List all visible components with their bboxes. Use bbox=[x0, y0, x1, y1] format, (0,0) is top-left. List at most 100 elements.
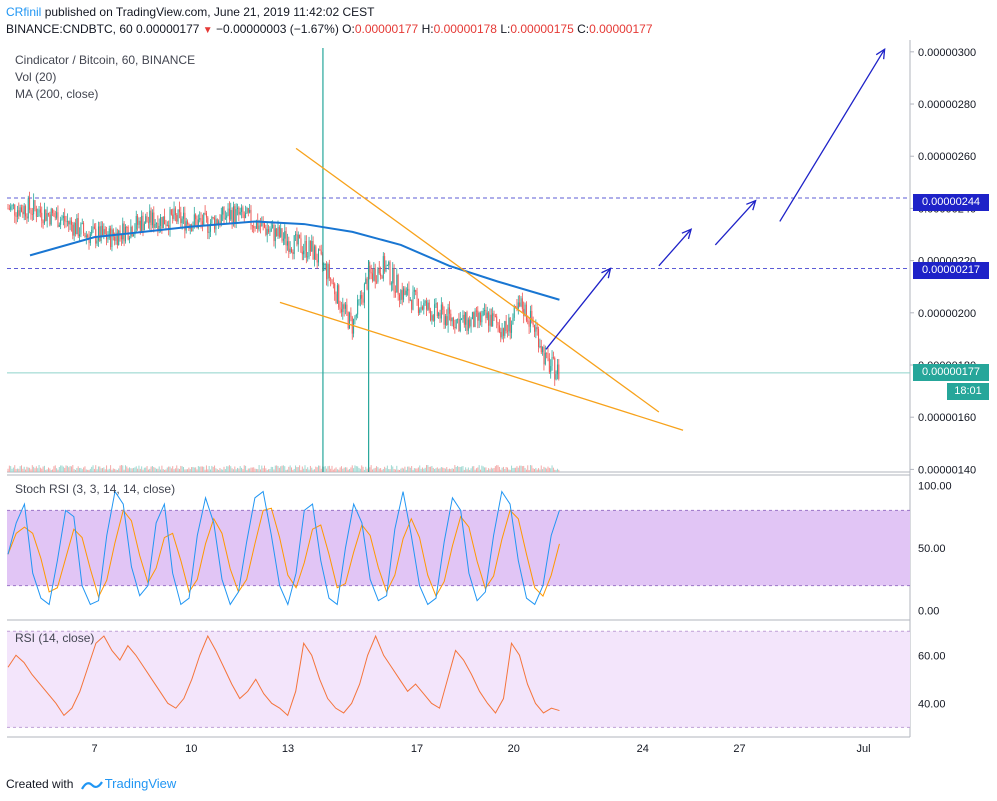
y-tick-label: 0.00000300 bbox=[918, 47, 976, 59]
candle-body bbox=[45, 209, 47, 221]
volume-bar bbox=[521, 466, 523, 472]
volume-bar bbox=[311, 467, 313, 472]
volume-bar bbox=[308, 469, 310, 472]
candle-body bbox=[210, 223, 211, 232]
candle-body bbox=[35, 208, 37, 217]
candle-body bbox=[226, 215, 228, 218]
candle-body bbox=[192, 225, 194, 232]
candle-body bbox=[254, 227, 256, 229]
tradingview-logo-icon bbox=[80, 781, 103, 790]
candle-body bbox=[80, 223, 82, 235]
volume-bar bbox=[320, 468, 322, 472]
volume-bar bbox=[126, 466, 128, 472]
volume-bar bbox=[153, 467, 155, 472]
volume-bar bbox=[174, 468, 176, 472]
volume-bar bbox=[157, 468, 159, 472]
candle-body bbox=[431, 315, 433, 321]
volume-bar bbox=[80, 467, 82, 472]
candle-body bbox=[107, 237, 109, 240]
volume-bar bbox=[201, 466, 203, 472]
volume-bar bbox=[334, 468, 336, 472]
brand-link[interactable]: TradingView bbox=[104, 776, 177, 791]
volume-bar bbox=[516, 466, 518, 472]
candle-body bbox=[126, 227, 128, 228]
volume-bar bbox=[548, 467, 550, 472]
volume-bar bbox=[282, 465, 284, 472]
volume-bar bbox=[169, 466, 171, 472]
volume-bar bbox=[423, 468, 425, 472]
volume-bar bbox=[473, 466, 475, 472]
volume-bar bbox=[127, 468, 129, 472]
volume-bar bbox=[319, 465, 321, 472]
candle-body bbox=[180, 212, 182, 224]
volume-bar bbox=[21, 465, 22, 472]
candle-body bbox=[504, 321, 506, 336]
volume-bar bbox=[428, 466, 430, 472]
candle-body bbox=[369, 266, 371, 273]
volume-bar bbox=[377, 467, 379, 472]
candle-body bbox=[122, 223, 124, 240]
candle-body bbox=[397, 274, 399, 295]
volume-bar bbox=[551, 465, 553, 472]
volume-bar bbox=[106, 465, 108, 472]
volume-bar bbox=[485, 467, 487, 472]
volume-bar bbox=[112, 468, 114, 472]
volume-bar bbox=[264, 465, 265, 472]
volume-bar bbox=[237, 467, 238, 472]
volume-bar bbox=[214, 465, 216, 472]
candle-body bbox=[65, 221, 67, 223]
candle-body bbox=[265, 227, 267, 235]
volume-bar bbox=[535, 467, 537, 472]
volume-bar bbox=[249, 468, 251, 472]
candle-body bbox=[415, 289, 417, 292]
candle-body bbox=[258, 225, 260, 230]
volume-bar bbox=[400, 468, 402, 472]
volume-bar bbox=[77, 466, 79, 472]
candle-body bbox=[38, 209, 40, 217]
volume-bar bbox=[177, 468, 179, 472]
candle-body bbox=[513, 306, 515, 318]
close-value: 0.00000177 bbox=[589, 22, 653, 36]
volume-bar bbox=[520, 465, 522, 472]
volume-bar bbox=[234, 466, 236, 472]
candle-body bbox=[157, 223, 159, 232]
candle-body bbox=[33, 200, 35, 215]
volume-bar bbox=[118, 468, 120, 472]
volume-bar bbox=[239, 466, 241, 472]
volume-bar bbox=[170, 468, 172, 472]
candle-body bbox=[26, 216, 28, 219]
volume-bar bbox=[120, 465, 122, 472]
author-link[interactable]: CRfinil bbox=[6, 5, 42, 19]
candle-body bbox=[211, 216, 213, 224]
candle-body bbox=[92, 226, 94, 230]
volume-bar bbox=[292, 469, 294, 472]
wedge-lower-line bbox=[279, 301, 684, 431]
candle-body bbox=[62, 215, 64, 219]
open-value: 0.00000177 bbox=[354, 22, 419, 36]
volume-bar bbox=[442, 467, 444, 472]
volume-bar bbox=[43, 465, 45, 472]
candle-body bbox=[299, 234, 301, 239]
volume-bar bbox=[405, 469, 407, 472]
volume-bar bbox=[111, 469, 113, 472]
candle-body bbox=[247, 208, 249, 213]
candle-body bbox=[232, 206, 234, 225]
wedge-upper-line bbox=[295, 147, 660, 413]
candle-body bbox=[99, 226, 101, 241]
candle-body bbox=[436, 303, 438, 316]
candle-body bbox=[442, 304, 444, 310]
volume-bar bbox=[374, 467, 376, 472]
candle-body bbox=[412, 291, 414, 310]
candle-body bbox=[108, 228, 110, 238]
volume-bar bbox=[48, 467, 49, 472]
volume-bar bbox=[293, 468, 295, 472]
volume-bar bbox=[147, 469, 149, 472]
volume-bar bbox=[436, 467, 438, 472]
volume-bar bbox=[156, 468, 157, 472]
candle-body bbox=[137, 216, 139, 225]
volume-bar bbox=[524, 467, 526, 472]
volume-bar bbox=[183, 467, 184, 472]
volume-bar bbox=[534, 469, 535, 472]
candle-body bbox=[527, 320, 529, 322]
